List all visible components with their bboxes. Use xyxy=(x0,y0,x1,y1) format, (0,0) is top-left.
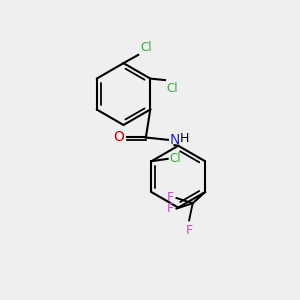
Text: Cl: Cl xyxy=(167,82,178,94)
Text: N: N xyxy=(170,133,180,147)
Text: H: H xyxy=(180,132,189,145)
Text: F: F xyxy=(167,202,174,215)
Text: Cl: Cl xyxy=(140,41,152,54)
Text: Cl: Cl xyxy=(169,152,181,165)
Text: F: F xyxy=(186,224,193,237)
Text: O: O xyxy=(113,130,124,145)
Text: F: F xyxy=(167,191,174,205)
